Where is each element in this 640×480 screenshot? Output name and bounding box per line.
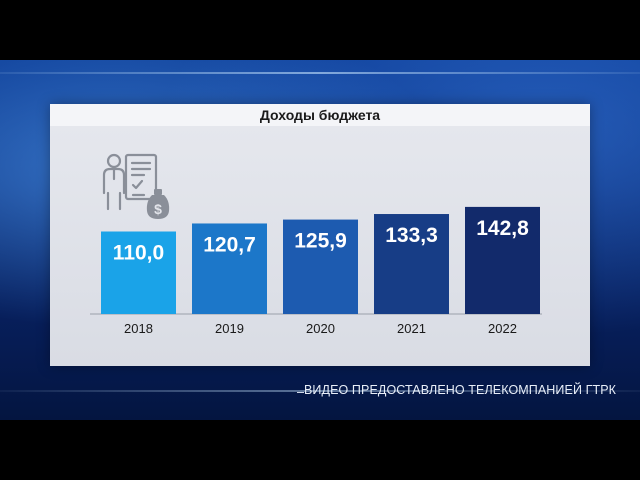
x-tick-label-2019: 2019 xyxy=(215,321,244,336)
data-label-2021: 133,3 xyxy=(385,224,438,247)
data-label-2020: 125,9 xyxy=(294,230,347,253)
budget-document-money-icon: $ xyxy=(102,153,170,219)
light-streak-top xyxy=(0,72,640,74)
data-label-2022: 142,8 xyxy=(476,217,529,240)
credit-dash xyxy=(297,392,304,393)
data-label-2018: 110,0 xyxy=(113,242,164,265)
chart-title: Доходы бюджета xyxy=(259,107,381,123)
video-credit: ВИДЕО ПРЕДОСТАВЛЕНО ТЕЛЕКОМПАНИЕЙ ГТРК xyxy=(304,383,617,397)
light-streak-bottom xyxy=(0,390,640,392)
bar-2021 xyxy=(374,214,449,314)
bar-2019 xyxy=(192,223,267,314)
bar-2018 xyxy=(101,231,176,314)
x-tick-label-2022: 2022 xyxy=(488,321,517,336)
bar-2022 xyxy=(465,206,540,314)
x-tick-label-2020: 2020 xyxy=(306,321,335,336)
bar-chart: 110,0 2018 120,7 2019 125,9 2020 133,3 2021 142,… xyxy=(90,206,542,336)
bar-2020 xyxy=(283,219,358,314)
svg-text:$: $ xyxy=(154,201,162,217)
x-tick-label-2018: 2018 xyxy=(124,321,153,336)
data-label-2019: 120,7 xyxy=(203,233,256,256)
chart-title-bar: Доходы бюджета xyxy=(50,104,590,126)
x-tick-label-2021: 2021 xyxy=(397,321,426,336)
chart-panel: Доходы бюджета $ 110,0 2018 120,7 2019 125,9… xyxy=(50,104,590,366)
